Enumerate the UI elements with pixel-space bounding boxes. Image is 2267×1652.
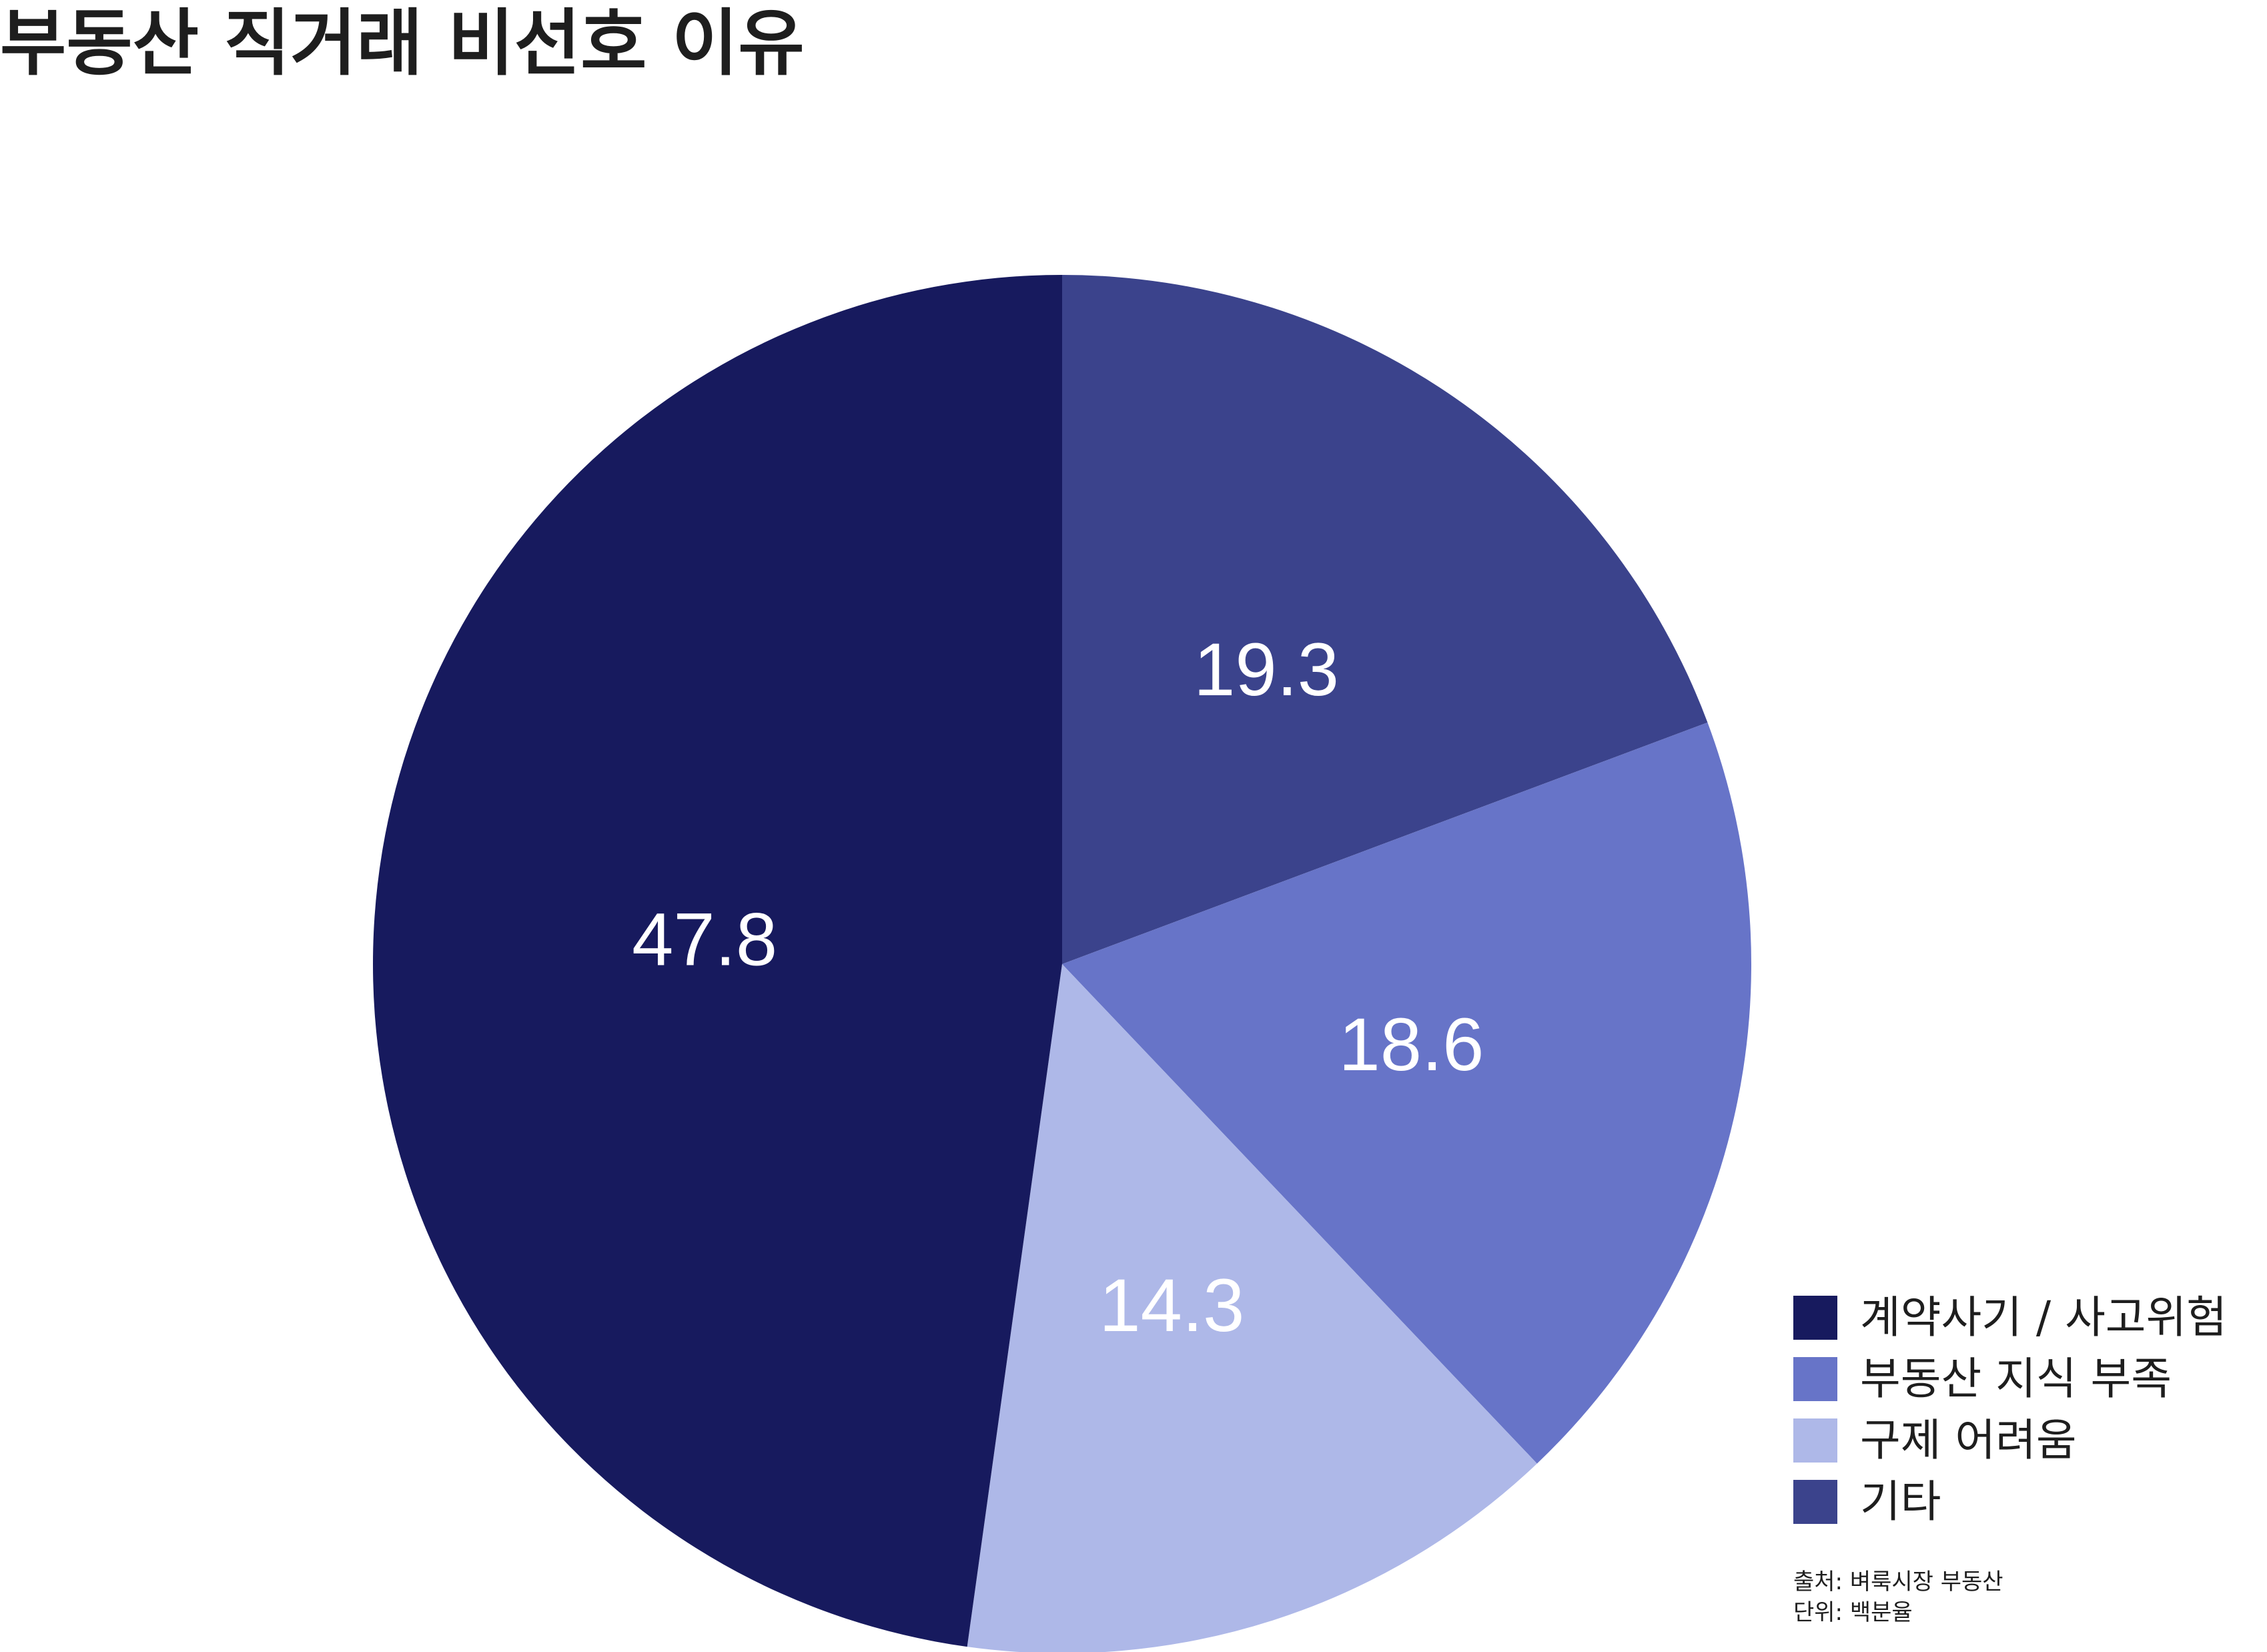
slice-value-label: 14.3 (1099, 1264, 1244, 1347)
legend-label: 계약사기 / 사고위험 (1860, 1292, 2227, 1343)
source-note: 출처: 벼룩시장 부동산 (1793, 1569, 2003, 1595)
legend-label: 기타 (1860, 1476, 1941, 1527)
pie-slice (1062, 275, 1708, 964)
chart-title: 부동산 직거래 비선호 이유 (0, 2, 805, 85)
legend-label: 구제 어려움 (1860, 1414, 2077, 1466)
legend-swatch (1793, 1418, 1837, 1463)
legend-label: 부동산 지식 부족 (1860, 1353, 2172, 1404)
pie-slice (372, 275, 1062, 1647)
pie-slice (1062, 722, 1751, 1464)
legend: 계약사기 / 사고위험 부동산 지식 부족 구제 어려움 기타 (1793, 1288, 2227, 1533)
legend-item: 구제 어려움 (1793, 1410, 2227, 1471)
footnote: 출처: 벼룩시장 부동산 단위: 백분율 (1793, 1567, 2003, 1628)
slice-value-label: 19.3 (1194, 628, 1339, 711)
slice-value-label: 18.6 (1338, 1003, 1484, 1086)
legend-item: 계약사기 / 사고위험 (1793, 1288, 2227, 1348)
legend-swatch (1793, 1357, 1837, 1401)
slice-value-label: 47.8 (632, 897, 777, 981)
legend-item: 기타 (1793, 1472, 2227, 1532)
legend-swatch (1793, 1480, 1837, 1524)
legend-item: 부동산 지식 부족 (1793, 1349, 2227, 1409)
pie-slice (967, 964, 1537, 1652)
unit-note: 단위: 백분율 (1793, 1599, 1913, 1626)
legend-swatch (1793, 1296, 1837, 1340)
